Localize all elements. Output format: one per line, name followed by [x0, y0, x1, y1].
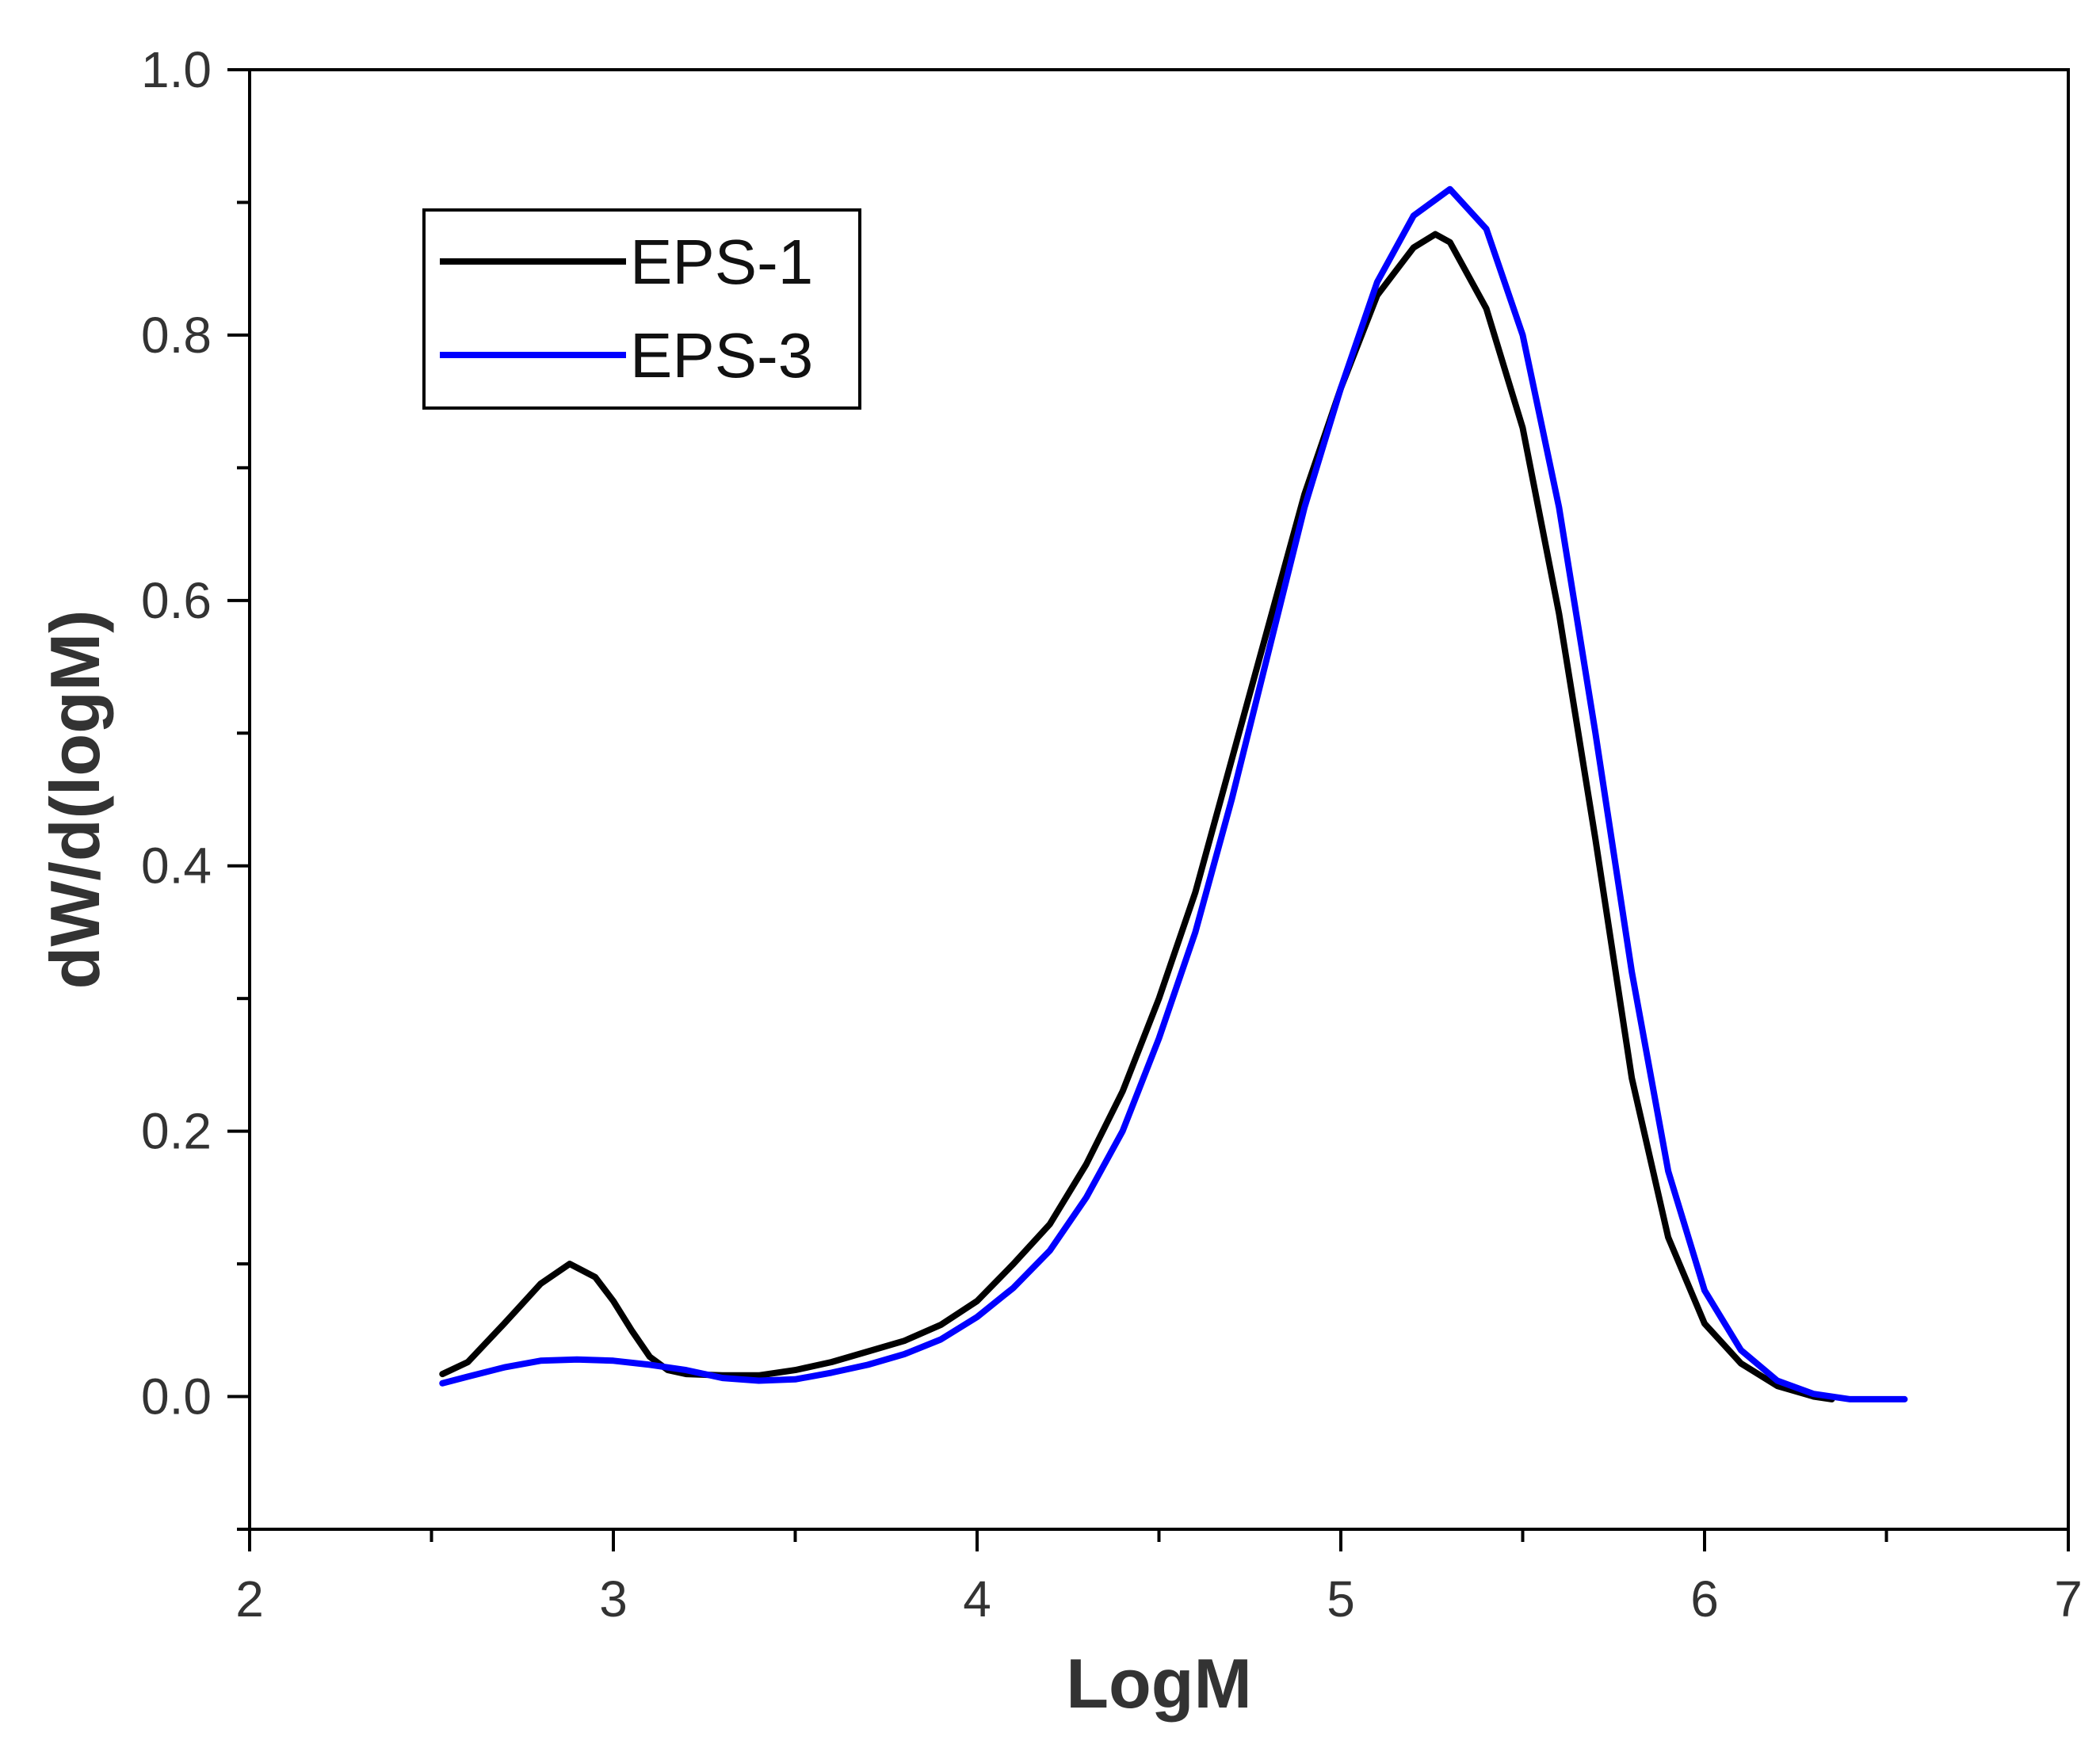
- x-tick-label: 7: [2054, 1570, 2083, 1628]
- x-tick-label: 4: [963, 1570, 991, 1628]
- x-tick-label: 5: [1327, 1570, 1355, 1628]
- x-tick-label: 3: [599, 1570, 628, 1628]
- y-tick-label: 0.4: [141, 838, 212, 895]
- series-layer: [439, 185, 1908, 1402]
- axes-layer: 2 3 4 5 6 7 0.0 0.2 0.4 0.6 0.8 1.0: [141, 41, 2083, 1628]
- x-tick-label: 2: [235, 1570, 264, 1628]
- x-axis-title: LogM: [1066, 1644, 1252, 1723]
- legend-label-eps-1: EPS-1: [630, 227, 813, 297]
- y-tick-label: 0.6: [141, 572, 212, 629]
- y-tick-label: 0.0: [141, 1368, 212, 1425]
- series-line-eps-1: [439, 231, 1835, 1402]
- legend-label-eps-3: EPS-3: [630, 320, 813, 391]
- x-tick-label: 6: [1690, 1570, 1719, 1628]
- y-tick-label: 0.8: [141, 307, 212, 364]
- y-tick-label: 0.2: [141, 1103, 212, 1160]
- legend-box: [422, 208, 861, 410]
- series-line-eps-3: [439, 185, 1908, 1402]
- y-axis-title: dW/d(logM): [36, 610, 114, 990]
- y-tick-label: 1.0: [141, 41, 212, 98]
- legend: EPS-1 EPS-3: [422, 208, 861, 410]
